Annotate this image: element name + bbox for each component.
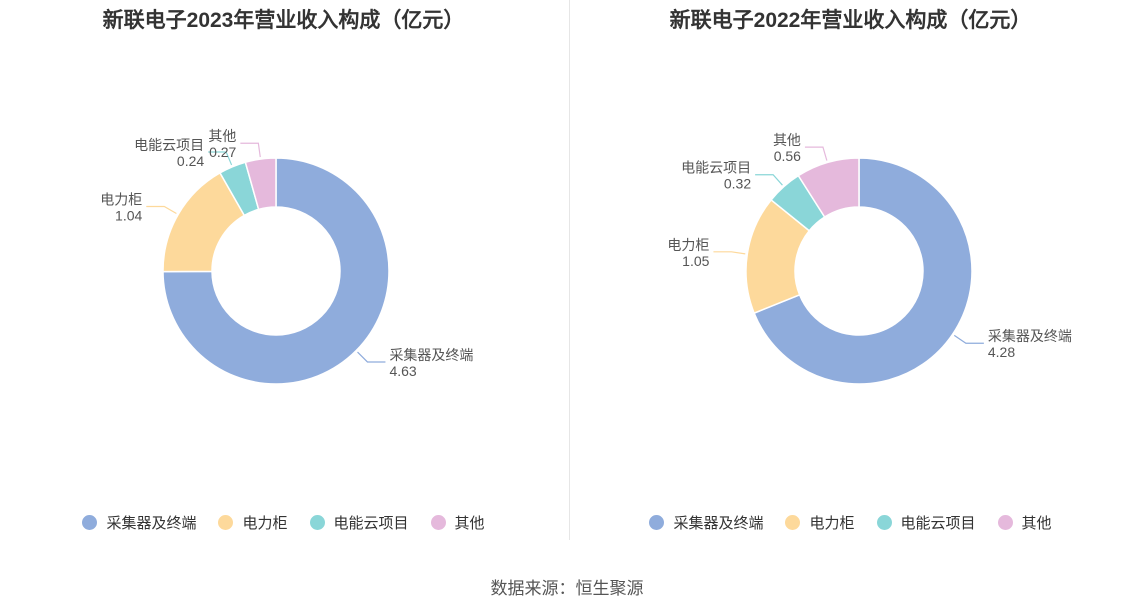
legend-marker <box>997 515 1013 530</box>
legend-label: 电力柜 <box>809 515 855 532</box>
leader-line <box>804 146 828 161</box>
legend-item-caijiqi[interactable]: 采集器及终端 <box>82 512 196 533</box>
donut-slice-qita[interactable] <box>797 157 860 219</box>
leader-line <box>357 351 386 363</box>
legend-marker <box>649 515 665 530</box>
legend-marker <box>785 515 801 530</box>
slice-label-value: 0.24 <box>177 153 204 169</box>
slice-label-name: 电能云项目 <box>134 137 204 153</box>
slice-label-name: 电力柜 <box>667 237 709 253</box>
slice-label-name: 采集器及终端 <box>389 347 473 363</box>
legend-item-diannengyun[interactable]: 电能云项目 <box>876 512 976 533</box>
donut-slice-qita[interactable] <box>244 157 277 211</box>
donut-slice-caijiqi[interactable] <box>753 157 973 385</box>
slice-label-value: 1.05 <box>682 253 709 269</box>
legend-item-qita[interactable]: 其他 <box>430 512 485 533</box>
legend-label: 其他 <box>1021 515 1052 532</box>
slice-label-name: 电力柜 <box>100 192 142 208</box>
data-source-note: 数据来源：恒生聚源 <box>490 579 644 598</box>
legend-label: 电力柜 <box>242 515 288 532</box>
slice-label-value: 0.56 <box>774 148 801 164</box>
donut-slice-caijiqi[interactable] <box>162 157 390 385</box>
legend-item-diannengyun[interactable]: 电能云项目 <box>309 512 409 533</box>
slice-label-name: 电能云项目 <box>681 160 751 176</box>
legend-item-qita[interactable]: 其他 <box>997 512 1052 533</box>
legend-marker <box>430 515 446 530</box>
legend-marker <box>309 515 325 530</box>
leader-line <box>208 151 233 166</box>
chart-title: 新联电子2022年营业收入构成（亿元） <box>669 9 1032 32</box>
slice-label-value: 4.28 <box>988 344 1015 360</box>
chart-panel-2022: 新联电子2022年营业收入构成（亿元） 采集器及终端 4.28 电力柜 1.05 电能云… <box>567 0 1134 560</box>
panel-divider <box>569 0 570 540</box>
slice-label-name: 采集器及终端 <box>988 328 1072 344</box>
leader-line <box>240 142 261 158</box>
slice-label-value: 4.63 <box>389 363 416 379</box>
slice-label-name: 其他 <box>773 132 801 148</box>
leader-line <box>713 251 746 255</box>
legend-marker <box>82 515 98 530</box>
slice-label-value: 1.04 <box>115 208 142 224</box>
chart-panel-2023: 新联电子2023年营业收入构成（亿元） 采集器及终端 4.63 电力柜 1.04 电能云… <box>0 0 567 560</box>
legend: 采集器及终端 电力柜 电能云项目 其他 <box>567 512 1134 533</box>
legend-item-caijiqi[interactable]: 采集器及终端 <box>649 512 763 533</box>
legend-marker <box>876 515 892 530</box>
legend-item-dianligui[interactable]: 电力柜 <box>785 512 855 533</box>
legend-label: 采集器及终端 <box>673 515 764 532</box>
leader-line <box>755 174 783 186</box>
legend-marker <box>218 515 234 530</box>
slice-label-name: 其他 <box>208 128 236 144</box>
legend-label: 电能云项目 <box>333 515 409 532</box>
slice-label-value: 0.32 <box>724 176 751 192</box>
legend: 采集器及终端 电力柜 电能云项目 其他 <box>0 512 567 533</box>
leader-line <box>146 205 177 215</box>
slice-label-value: 0.27 <box>209 144 236 160</box>
legend-label: 采集器及终端 <box>106 515 197 532</box>
chart-title: 新联电子2023年营业收入构成（亿元） <box>102 9 465 32</box>
legend-label: 其他 <box>454 515 485 532</box>
legend-label: 电能云项目 <box>900 515 976 532</box>
leader-line <box>953 334 984 344</box>
legend-item-dianligui[interactable]: 电力柜 <box>218 512 288 533</box>
